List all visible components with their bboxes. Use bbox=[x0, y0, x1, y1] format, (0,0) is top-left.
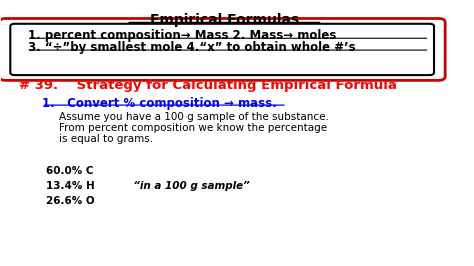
Text: “in a 100 g sample”: “in a 100 g sample” bbox=[126, 181, 250, 191]
Text: # 39.    Strategy for Calculating Empirical Formula: # 39. Strategy for Calculating Empirical… bbox=[19, 79, 397, 92]
Text: 26.6% O: 26.6% O bbox=[46, 196, 95, 206]
Text: 60.0% C: 60.0% C bbox=[46, 166, 93, 176]
Text: 1.   Convert % composition → mass.: 1. Convert % composition → mass. bbox=[42, 97, 276, 110]
Text: Assume you have a 100 g sample of the substance.: Assume you have a 100 g sample of the su… bbox=[59, 113, 329, 122]
Text: 3. “÷”by smallest mole 4.“x” to obtain whole #’s: 3. “÷”by smallest mole 4.“x” to obtain w… bbox=[28, 41, 356, 54]
Text: Empirical Formulas: Empirical Formulas bbox=[150, 13, 299, 27]
Text: is equal to grams.: is equal to grams. bbox=[59, 134, 154, 144]
Text: From percent composition we know the percentage: From percent composition we know the per… bbox=[59, 123, 328, 133]
Text: 1. percent composition→ Mass 2. Mass→ moles: 1. percent composition→ Mass 2. Mass→ mo… bbox=[28, 29, 337, 42]
FancyBboxPatch shape bbox=[10, 24, 434, 75]
Text: 13.4% H: 13.4% H bbox=[46, 181, 95, 191]
